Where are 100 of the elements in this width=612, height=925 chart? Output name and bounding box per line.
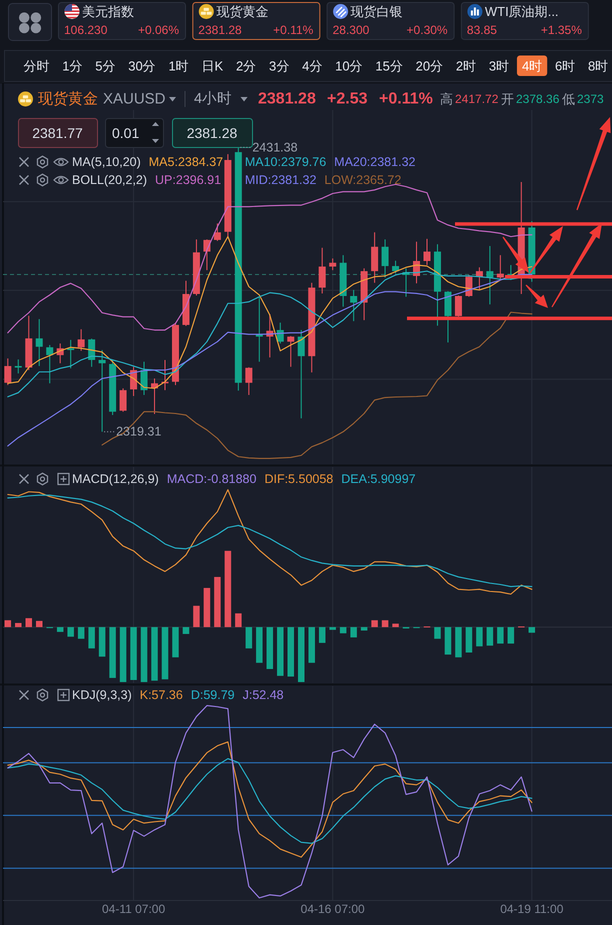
chart-subtitle: XAUUSD	[103, 90, 166, 108]
text: 现货白银	[350, 4, 403, 19]
bar	[235, 613, 242, 628]
bar	[67, 627, 74, 637]
text: +0.11%	[273, 23, 314, 37]
text: 1分	[62, 58, 82, 74]
series-label: UP:2396.91	[155, 173, 222, 187]
text: 2381.28	[198, 23, 242, 37]
chart-title: 现货黄金	[38, 90, 98, 108]
bar	[26, 618, 32, 628]
text: 4小时	[194, 90, 232, 107]
bar	[224, 550, 232, 628]
chart-title: MACD(12,26,9)	[72, 472, 159, 486]
candlestick	[245, 366, 252, 396]
text: 30分	[128, 58, 156, 74]
candlestick	[382, 238, 389, 278]
bar	[497, 627, 504, 644]
candlestick	[465, 274, 472, 298]
bar	[476, 627, 483, 646]
candlestick	[298, 330, 305, 419]
bar	[382, 620, 388, 628]
candlestick	[287, 336, 294, 368]
bar	[256, 627, 263, 663]
bar	[508, 627, 514, 644]
text: 低	[562, 92, 575, 106]
text: 高	[440, 92, 453, 106]
bar	[162, 627, 168, 680]
candlestick	[424, 238, 430, 266]
text: +0.06%	[138, 23, 180, 37]
bar	[15, 622, 22, 628]
text: 83.85	[466, 23, 498, 37]
bar	[36, 620, 42, 628]
annotation: 0.01	[112, 125, 140, 141]
series-label: J:52.48	[242, 688, 284, 702]
bar	[277, 627, 284, 676]
bar	[528, 627, 536, 633]
text: +0.30%	[406, 23, 448, 37]
candlestick	[486, 246, 494, 305]
annotation: MID:2381.32	[244, 173, 316, 187]
bar	[130, 627, 137, 680]
bar	[486, 627, 494, 646]
text: 2时	[456, 58, 476, 74]
bar	[78, 627, 84, 639]
text: +1.35%	[540, 23, 582, 37]
bar	[98, 627, 106, 657]
candlestick	[476, 266, 483, 290]
text: 日K	[202, 58, 224, 74]
text: MA5:2384.37	[148, 155, 224, 169]
text: 5分	[95, 58, 116, 74]
candlestick	[392, 260, 400, 274]
bar	[193, 606, 200, 628]
bar	[340, 627, 346, 634]
text: 10分	[335, 58, 363, 74]
bar	[298, 627, 304, 682]
text: MA10:2379.76	[244, 155, 326, 169]
candlestick	[14, 358, 22, 374]
bar	[172, 627, 179, 658]
candlestick	[120, 388, 127, 412]
text: 6时	[554, 58, 576, 74]
text: MACD:-0.81880	[166, 472, 257, 486]
text: 美元指数	[82, 4, 134, 19]
text: 2381.28	[258, 90, 316, 108]
bar	[392, 624, 399, 628]
bar	[329, 627, 336, 630]
candlestick	[496, 254, 504, 281]
text: MA20:2381.32	[334, 155, 416, 169]
text: 106.230	[64, 23, 108, 37]
bar	[88, 627, 95, 648]
bar	[151, 627, 158, 681]
bar	[4, 620, 12, 628]
bar	[371, 620, 378, 628]
bar	[466, 627, 472, 653]
candlestick	[329, 258, 336, 271]
annotation: 2381.77	[32, 125, 84, 141]
candlestick	[350, 289, 358, 322]
text: 2417.72	[455, 92, 499, 106]
annotation: BOLL(20,2,2)	[72, 173, 148, 187]
text: 20分	[416, 58, 444, 74]
bar	[56, 627, 64, 632]
bar	[109, 627, 116, 678]
x-tick-label: 04-19 11:00	[500, 902, 564, 916]
text: DIF:5.50058	[264, 472, 334, 486]
text: K:57.36	[140, 688, 183, 702]
text: 3时	[488, 58, 510, 74]
chart-title: KDJ(9,3,3)	[72, 688, 132, 702]
bar	[246, 627, 252, 648]
text: 2分	[236, 58, 256, 74]
text: 2373	[577, 92, 604, 106]
bar	[288, 627, 294, 677]
text: 2378.36	[516, 92, 560, 106]
text: 分时	[23, 58, 50, 74]
candlestick	[46, 344, 54, 384]
annotation: 2431.38	[252, 140, 298, 154]
text: 3分	[269, 58, 290, 74]
text: LOW:2365.72	[324, 173, 402, 187]
text: D:59.79	[190, 688, 235, 702]
bar	[140, 627, 148, 682]
text: 现货黄金	[216, 4, 268, 19]
candlestick	[4, 358, 12, 386]
bar	[266, 627, 274, 670]
